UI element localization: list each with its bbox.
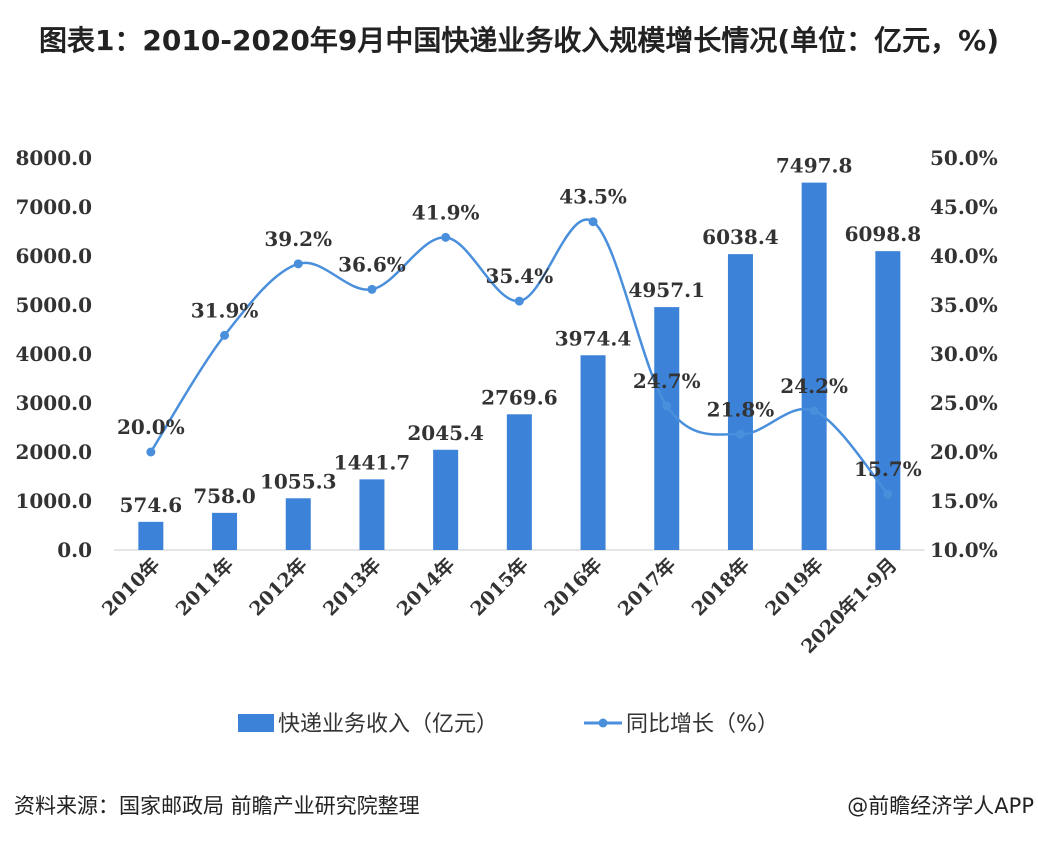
credit-note: @前瞻经济学人APP [847, 794, 1034, 818]
x-tick-label: 2015年 [466, 553, 533, 620]
x-tick-label: 2014年 [392, 553, 459, 620]
line-data-label: 36.6% [338, 252, 406, 276]
growth-line [149, 218, 889, 495]
bar [654, 307, 680, 550]
y-right-tick-label: 50.0% [930, 146, 998, 170]
legend-bar-swatch [238, 714, 274, 732]
x-tick-label: 2016年 [539, 553, 606, 620]
x-tick-label: 2017年 [613, 553, 680, 620]
bar [727, 254, 753, 550]
x-tick-label: 2018年 [687, 553, 754, 620]
bar [875, 251, 901, 550]
line-point [662, 401, 672, 411]
bar-data-label: 4957.1 [628, 278, 705, 302]
bar [580, 355, 606, 550]
x-tick-label: 2013年 [318, 553, 385, 620]
line-data-label: 43.5% [559, 185, 627, 209]
bar [506, 414, 532, 550]
bar-data-label: 1441.7 [334, 450, 411, 474]
y-left-tick-label: 4000.0 [15, 342, 92, 366]
line-data-label: 20.0% [117, 415, 185, 439]
bar [433, 449, 459, 550]
x-tick-label: 2010年 [97, 553, 164, 620]
line-point [146, 447, 156, 457]
line-point [883, 489, 893, 499]
bar-data-label: 758.0 [193, 484, 256, 508]
line-point [367, 284, 377, 294]
y-left-tick-label: 1000.0 [15, 489, 92, 513]
y-right-tick-label: 20.0% [930, 440, 998, 464]
bar-data-label: 6038.4 [702, 225, 779, 249]
y-left-tick-label: 7000.0 [15, 195, 92, 219]
bar [359, 479, 385, 550]
line-point [588, 217, 598, 227]
source-note: 资料来源：国家邮政局 前瞻产业研究院整理 [14, 794, 420, 818]
bar [212, 512, 238, 550]
legend-bar-label: 快递业务收入（亿元） [278, 712, 498, 737]
y-left-tick-label: 2000.0 [15, 440, 92, 464]
chart-title: 图表1：2010-2020年9月中国快递业务收入规模增长情况(单位：亿元，%) [38, 24, 1000, 57]
bar [285, 498, 311, 550]
y-left-tick-label: 6000.0 [15, 244, 92, 268]
y-right-tick-label: 30.0% [930, 342, 998, 366]
y-right-tick-label: 35.0% [930, 293, 998, 317]
line-data-label: 31.9% [191, 298, 259, 322]
line-point [220, 330, 230, 340]
line-data-label: 41.9% [412, 200, 480, 224]
y-right-tick-label: 45.0% [930, 195, 998, 219]
bar-data-label: 1055.3 [260, 469, 337, 493]
line-data-label: 15.7% [854, 457, 922, 481]
bar-data-label: 2045.4 [407, 421, 484, 445]
bar [801, 182, 827, 551]
bar-data-label: 6098.8 [845, 222, 922, 246]
x-tick-label: 2012年 [245, 553, 312, 620]
line-data-label: 24.2% [780, 374, 848, 398]
y-left-tick-label: 3000.0 [15, 391, 92, 415]
x-tick-label: 2011年 [171, 553, 238, 620]
x-tick-label: 2019年 [761, 553, 828, 620]
line-point [735, 429, 745, 439]
y-right-tick-label: 15.0% [930, 489, 998, 513]
line-point [293, 259, 303, 269]
bar-data-label: 3974.4 [555, 326, 632, 350]
bar-data-label: 7497.8 [776, 154, 853, 178]
y-left-tick-label: 5000.0 [15, 293, 92, 317]
bar-data-label: 574.6 [120, 493, 183, 517]
legend-line-label: 同比增长（%） [626, 712, 779, 737]
line-data-label: 24.7% [633, 369, 701, 393]
line-data-label: 21.8% [707, 397, 775, 421]
line-point [809, 406, 819, 416]
line-data-label: 35.4% [485, 264, 553, 288]
bar-data-label: 2769.6 [481, 385, 558, 409]
legend-line-marker [598, 718, 608, 728]
line-point [514, 296, 524, 306]
line-point [441, 232, 451, 242]
y-right-tick-label: 40.0% [930, 244, 998, 268]
bar [138, 521, 164, 550]
y-left-tick-label: 8000.0 [15, 146, 92, 170]
y-right-tick-label: 10.0% [930, 538, 998, 562]
y-right-tick-label: 25.0% [930, 391, 998, 415]
line-data-label: 39.2% [264, 227, 332, 251]
y-left-tick-label: 0.0 [57, 538, 92, 562]
